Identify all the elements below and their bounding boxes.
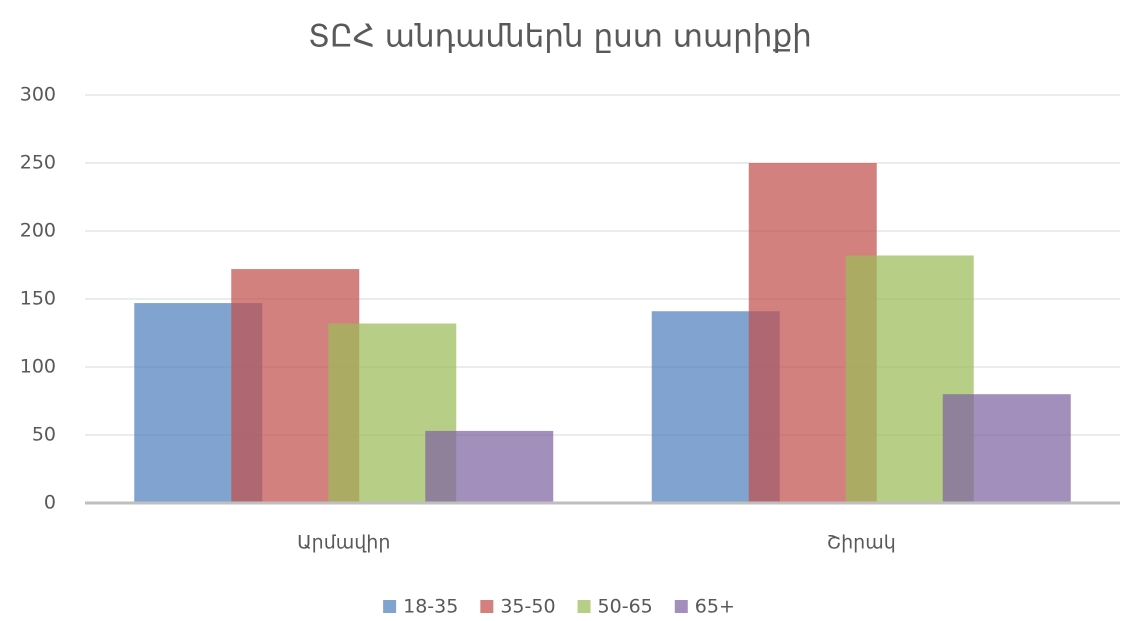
y-tick-label: 200 bbox=[20, 220, 56, 242]
y-tick-label: 0 bbox=[44, 492, 56, 514]
x-tick-label: Շիրակ bbox=[827, 532, 896, 554]
legend-swatch bbox=[674, 600, 688, 613]
legend-swatch bbox=[480, 600, 494, 613]
legend-swatch bbox=[383, 600, 397, 613]
y-tick-label: 250 bbox=[20, 152, 56, 174]
chart-title: ՏԸՀ անդամներն ըստ տարիքի bbox=[308, 19, 812, 55]
bar bbox=[425, 430, 554, 503]
y-tick-label: 100 bbox=[20, 356, 56, 378]
y-tick-label: 300 bbox=[20, 84, 56, 106]
legend-label: 50-65 bbox=[598, 596, 653, 618]
x-tick-label: Արմավիր bbox=[297, 532, 390, 554]
legend-label: 35-50 bbox=[500, 596, 555, 618]
bar bbox=[942, 394, 1071, 503]
legend-label: 18-35 bbox=[403, 596, 458, 618]
legend-label: 65+ bbox=[695, 596, 735, 618]
legend-swatch bbox=[577, 600, 591, 613]
y-tick-label: 150 bbox=[20, 288, 56, 310]
y-tick-label: 50 bbox=[32, 424, 56, 446]
